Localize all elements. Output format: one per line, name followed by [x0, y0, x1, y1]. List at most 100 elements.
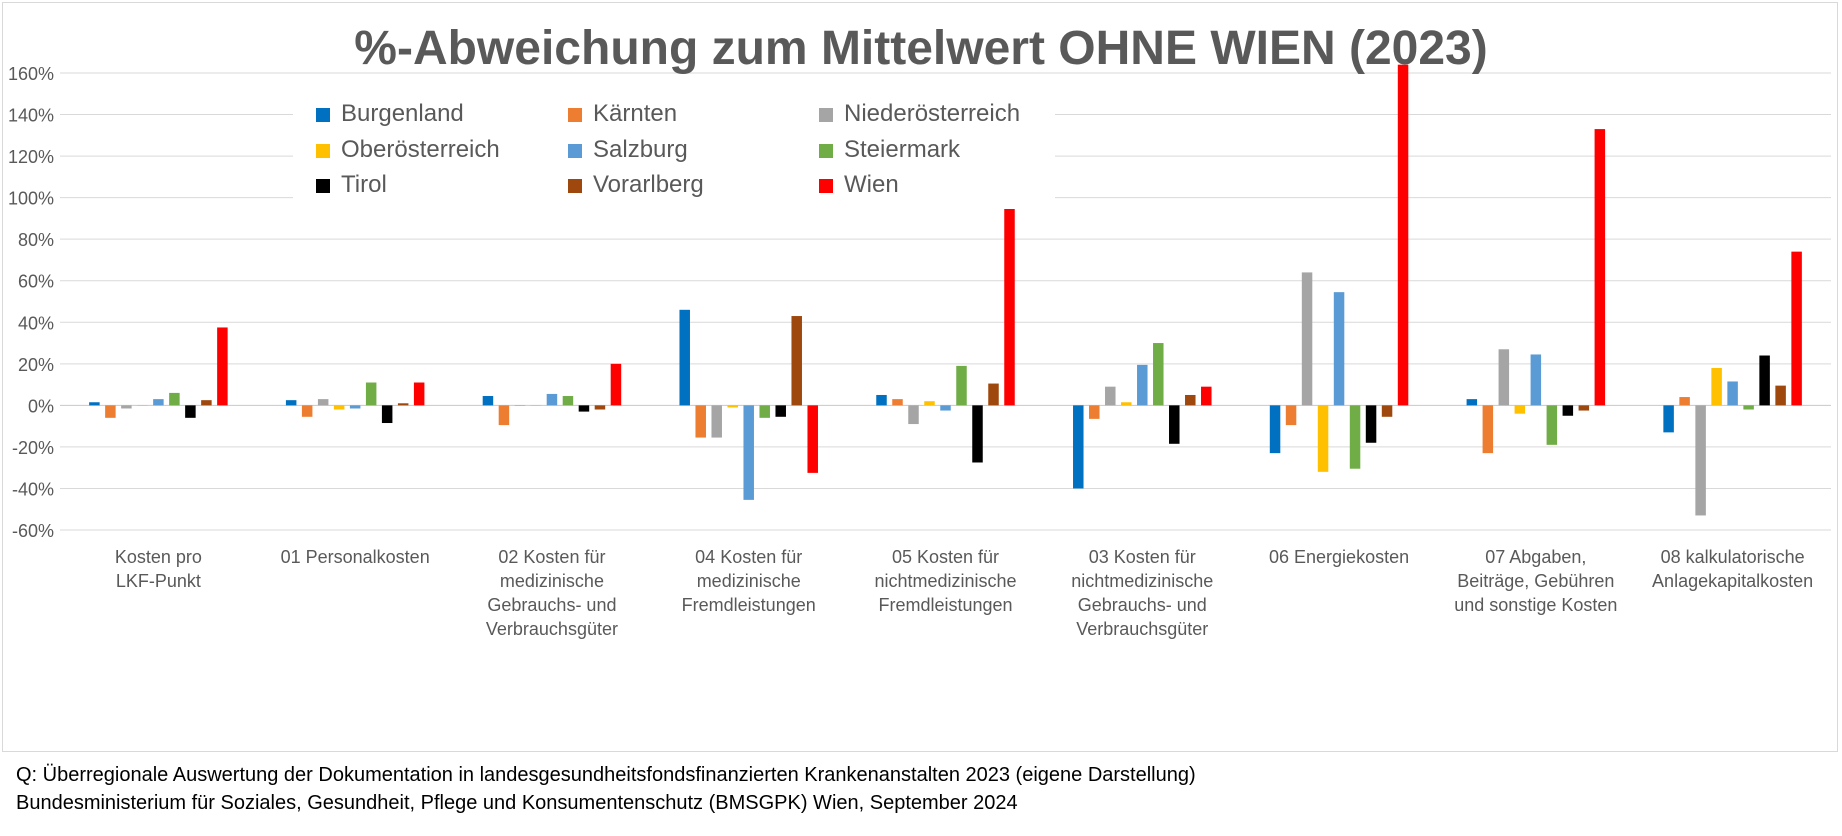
bar	[185, 405, 196, 418]
bar	[333, 405, 345, 410]
bar	[201, 400, 212, 406]
legend-swatch	[568, 179, 582, 193]
bar	[413, 382, 425, 406]
bar	[1365, 405, 1377, 443]
x-category-label: nichtmedizinische	[874, 571, 1016, 591]
y-tick-label: 140%	[8, 106, 54, 126]
bar	[876, 394, 887, 406]
legend-background	[293, 91, 1055, 209]
bar	[1791, 251, 1802, 406]
bar	[1482, 405, 1494, 454]
bar	[169, 392, 180, 406]
bar	[1727, 381, 1738, 406]
legend-label: Steiermark	[844, 136, 961, 163]
x-category-label: 06 Energiekosten	[1269, 547, 1409, 567]
x-category-label: medizinische	[697, 571, 801, 591]
x-category-label: medizinische	[500, 571, 604, 591]
bar	[679, 309, 690, 406]
y-tick-label: 120%	[8, 147, 54, 167]
legend-label: Burgenland	[341, 100, 464, 127]
y-tick-label: -40%	[12, 479, 54, 499]
bar	[1004, 201, 1015, 406]
x-category-label: 03 Kosten für	[1089, 547, 1196, 567]
bar	[1594, 129, 1606, 406]
bar	[1137, 364, 1148, 406]
legend-swatch	[819, 108, 833, 122]
bar	[397, 403, 409, 406]
bar	[1679, 397, 1690, 406]
legend-swatch	[819, 144, 833, 158]
x-category-label: 04 Kosten für	[695, 547, 802, 567]
bar	[594, 405, 606, 410]
bar	[546, 393, 558, 406]
bar	[988, 383, 999, 406]
bar	[924, 401, 935, 406]
bar	[1530, 354, 1542, 406]
bar	[1546, 405, 1558, 445]
bar	[121, 405, 132, 409]
bar	[498, 405, 510, 426]
bar	[137, 405, 148, 406]
bar-chart: 160% 140% 120% 100% 80% 60% 40% 20% 0% -20% -40% -6…	[8, 22, 1831, 639]
bar	[530, 405, 542, 406]
y-tick-label: -20%	[12, 438, 54, 458]
bar	[482, 396, 494, 406]
x-category-label: 07 Abgaben,	[1485, 547, 1586, 567]
bar	[956, 365, 967, 406]
bar	[1073, 405, 1084, 489]
bar	[940, 405, 951, 411]
bar	[1121, 402, 1132, 406]
bar	[1695, 405, 1706, 516]
y-tick-label: 20%	[18, 355, 54, 375]
y-tick-label: 160%	[8, 64, 54, 84]
legend-label: Niederösterreich	[844, 100, 1020, 127]
y-tick-label: 80%	[18, 230, 54, 250]
bar	[89, 402, 100, 406]
legend-label: Salzburg	[593, 136, 688, 163]
bar	[1775, 385, 1786, 406]
bar	[908, 405, 919, 425]
chart-title: %-Abweichung zum Mittelwert OHNE WIEN (2…	[354, 22, 1487, 75]
bar	[759, 405, 770, 418]
x-category-label: Fremdleistungen	[682, 595, 816, 615]
bar	[514, 405, 526, 406]
y-tick-label: 100%	[8, 189, 54, 209]
x-category-label: LKF-Punkt	[116, 571, 201, 591]
x-category-label: Beiträge, Gebühren	[1457, 571, 1614, 591]
bar	[1301, 272, 1313, 406]
bar	[1269, 405, 1281, 454]
bar	[972, 405, 983, 463]
bar	[381, 405, 393, 424]
legend-swatch	[316, 179, 330, 193]
bar	[1285, 405, 1297, 426]
bar	[1759, 355, 1770, 406]
bar	[727, 405, 738, 408]
bar	[578, 405, 590, 412]
x-category-label: Verbrauchsgüter	[486, 619, 618, 639]
bar	[317, 399, 329, 406]
bar	[1153, 343, 1164, 406]
bar	[1711, 367, 1722, 406]
bar	[1333, 292, 1345, 406]
x-category-label: Kosten pro	[115, 547, 202, 567]
bar	[695, 405, 706, 438]
x-category-label: Anlagekapitalkosten	[1652, 571, 1813, 591]
x-category-label: 01 Personalkosten	[281, 547, 430, 567]
x-category-label: Verbrauchsgüter	[1076, 619, 1208, 639]
x-category-label: Fremdleistungen	[878, 595, 1012, 615]
bar	[1663, 405, 1674, 433]
bar	[743, 405, 754, 500]
bar	[1498, 349, 1510, 406]
source-note-line-1: Q: Überregionale Auswertung der Dokument…	[16, 764, 1196, 786]
legend-swatch	[568, 108, 582, 122]
y-tick-label: 0%	[28, 396, 54, 416]
bar	[1201, 386, 1212, 406]
x-category-label: und sonstige Kosten	[1454, 595, 1617, 615]
bar	[1349, 405, 1361, 469]
bar	[1381, 405, 1393, 417]
legend-swatch	[819, 179, 833, 193]
x-category-label: Gebrauchs- und	[1078, 595, 1207, 615]
bar	[217, 327, 228, 406]
bar	[1514, 405, 1526, 414]
bar	[775, 405, 786, 417]
